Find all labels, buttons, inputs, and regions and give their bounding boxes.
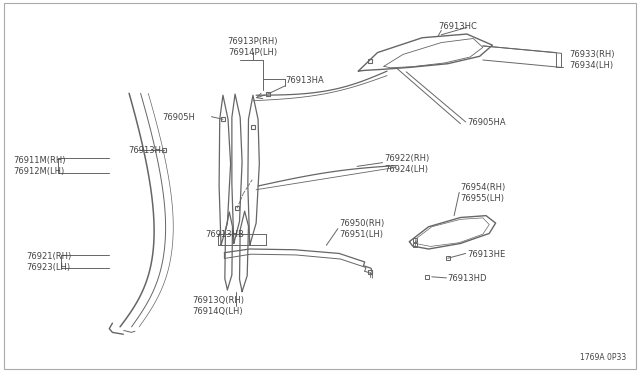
Text: 76911M(RH)
76912M(LH): 76911M(RH) 76912M(LH) bbox=[13, 155, 66, 176]
Text: 76913Q(RH)
76914Q(LH): 76913Q(RH) 76914Q(LH) bbox=[192, 296, 244, 317]
Text: 76913H: 76913H bbox=[129, 146, 161, 155]
Text: 1769A 0P33: 1769A 0P33 bbox=[580, 353, 627, 362]
Text: 76954(RH)
76955(LH): 76954(RH) 76955(LH) bbox=[461, 183, 506, 203]
Text: 76922(RH)
76924(LH): 76922(RH) 76924(LH) bbox=[384, 154, 429, 174]
Text: 76913HB: 76913HB bbox=[205, 230, 244, 239]
Text: 76905H: 76905H bbox=[163, 113, 195, 122]
Text: 76950(RH)
76951(LH): 76950(RH) 76951(LH) bbox=[339, 219, 385, 239]
Text: 76933(RH)
76934(LH): 76933(RH) 76934(LH) bbox=[569, 50, 614, 70]
Text: 76913HE: 76913HE bbox=[467, 250, 505, 259]
Text: 76913P(RH)
76914P(LH): 76913P(RH) 76914P(LH) bbox=[228, 37, 278, 57]
Text: 76921(RH)
76923(LH): 76921(RH) 76923(LH) bbox=[26, 252, 72, 272]
Text: 76913HD: 76913HD bbox=[448, 274, 487, 283]
Text: 76913HC: 76913HC bbox=[438, 22, 477, 31]
Text: 76905HA: 76905HA bbox=[467, 119, 506, 128]
Text: 76913HA: 76913HA bbox=[285, 76, 324, 85]
